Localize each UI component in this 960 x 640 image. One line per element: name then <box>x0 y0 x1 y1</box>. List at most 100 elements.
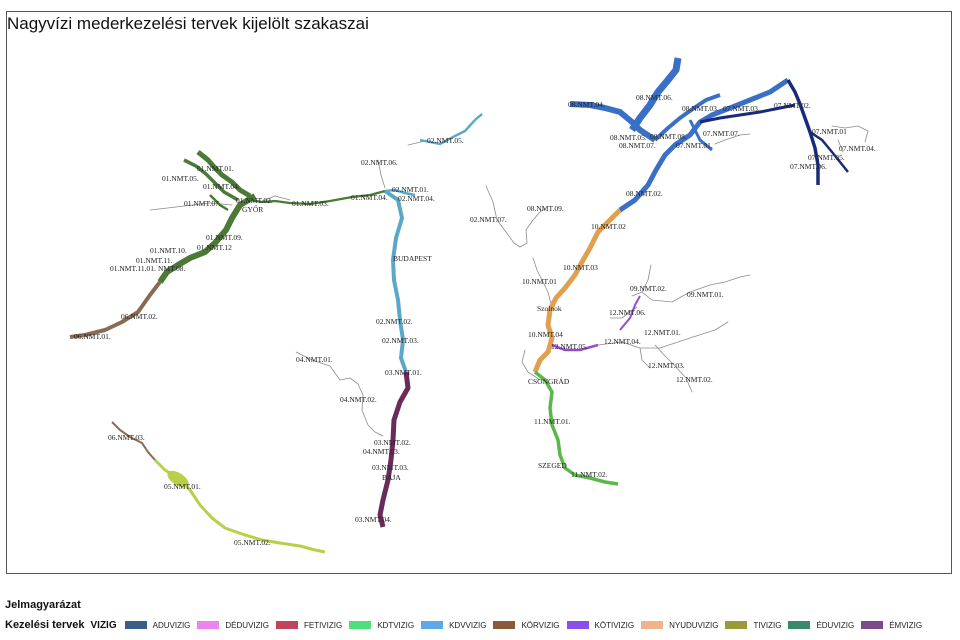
label-01-nmt-11-01: 01.NMT.11.01. <box>110 264 156 273</box>
legend-swatch <box>421 621 444 629</box>
label-01-nmt-05: 01.NMT.05. <box>162 174 199 183</box>
section-bodrog <box>699 103 796 124</box>
legend-swatch <box>124 621 147 629</box>
atikovizig-sections <box>533 370 619 486</box>
label-07-nmt-06: 07.NMT.06. <box>790 162 827 171</box>
label-08-nmt-06: 08.NMT.06. <box>636 93 673 102</box>
label-03-nmt-03: 03.NMT.03. <box>372 463 409 472</box>
label-01-nmt-09: 01.NMT.09. <box>206 233 243 242</box>
section-aduvizig <box>377 371 411 528</box>
kotivizig-sections <box>532 208 622 373</box>
label-02-nmt-05: 02.NMT.05. <box>427 136 464 145</box>
label-06-nmt-03: 06.NMT.03. <box>108 433 145 442</box>
label-budapest: BUDAPEST <box>393 254 432 263</box>
section-eduvizig-branches <box>196 150 252 199</box>
bodrog-sections <box>699 79 849 185</box>
legend-title: Jelmagyarázat <box>5 599 81 611</box>
label-07-nmt-02: 07.NMT.02. <box>774 101 811 110</box>
label-10-nmt-03: 10.NMT.03 <box>563 263 598 272</box>
section-eduvizig-upstream <box>209 194 229 212</box>
label-03-nmt-04: 03.NMT.04. <box>355 515 392 524</box>
legend-item: KDTVIZIG <box>349 621 414 630</box>
section-upper-tisza-sajo <box>688 119 713 152</box>
label-12-nmt-05: 12.NMT.05. <box>551 342 588 351</box>
label-07-nmt-07: 07.NMT.07. <box>703 129 740 138</box>
legend-swatch <box>725 621 748 629</box>
section-kotivizig-main <box>532 208 622 373</box>
label-04-nmt-01: 04.NMT.01. <box>296 355 333 364</box>
section-kdvvizig-top <box>419 113 483 146</box>
label-10-nmt-02: 10.NMT.02 <box>591 222 626 231</box>
label-08-nmt-03: 08.NMT.03. <box>682 104 719 113</box>
eduvizig-sections <box>157 150 386 284</box>
legend-item: FETIVIZIG <box>275 620 343 630</box>
section-hernad-east <box>809 130 849 173</box>
legend-item-label: ÉMVIZIG <box>889 620 923 630</box>
label-11-nmt-01: 11.NMT.01. <box>534 417 571 426</box>
label-07-nmt-03: 07.NMT.03. <box>723 104 760 113</box>
label-06-nmt-02: 06.NMT.02. <box>121 312 158 321</box>
label-08-nmt-09: 08.NMT.09. <box>527 204 564 213</box>
label-05-nmt-02: 05.NMT.02. <box>234 538 271 547</box>
legend: Kezelési tervek VIZIG ADUVIZIG DÉDUVIZIG… <box>5 617 929 633</box>
label-01-nmt-04b: 01.NMT.04. <box>351 193 388 202</box>
label-02-nmt-02: 02.NMT.02. <box>376 317 413 326</box>
legend-item-label: KDTVIZIG <box>377 620 415 630</box>
legend-item: TIVIZIG <box>725 621 781 630</box>
label-02-nmt-03: 02.NMT.03. <box>382 336 419 345</box>
section-kdvvizig-main <box>383 189 408 373</box>
section-fetivizig-upper <box>619 295 641 331</box>
section-upper-tisza-west <box>569 101 657 143</box>
legend-swatch <box>275 621 298 629</box>
section-upper-tisza-mid <box>653 93 721 142</box>
legend-swatch <box>788 621 811 629</box>
section-hernad <box>786 79 820 185</box>
legend-swatch <box>861 621 884 629</box>
label-11-nmt-02: 11.NMT.02. <box>571 470 608 479</box>
label-06-nmt-01: 06.NMT.01. <box>74 332 111 341</box>
legend-swatch <box>566 621 589 629</box>
label-12-nmt-01: 12.NMT.01. <box>644 328 681 337</box>
label-01-nmt-08: NMT.08. <box>158 264 185 273</box>
label-csongrad: CSONGRÁD <box>528 376 570 386</box>
label-02-nmt-04: 02.NMT.04. <box>398 194 435 203</box>
label-08-nmt-05: 08.NMT.05. <box>610 133 647 142</box>
section-upper-tisza-main <box>618 77 790 213</box>
label-01-nmt-01: 01.NMT.01. <box>197 164 234 173</box>
label-01-nmt-02: 01.NMT.02. <box>236 196 273 205</box>
legend-item: NYUDUVIZIG <box>641 621 718 630</box>
section-upper-tisza-north <box>629 57 682 132</box>
label-01-nmt-04: 01.NMT.04. <box>203 182 240 191</box>
label-12-nmt-03: 12.NMT.03. <box>648 361 685 370</box>
legend-item-label: FETIVIZIG <box>303 620 343 630</box>
legend-item: KÖRVIZIG <box>493 620 560 630</box>
kdvvizig-sections <box>383 113 483 373</box>
label-12-nmt-02: 12.NMT.02. <box>676 375 713 384</box>
label-01-nmt-11: 01.NMT.11. <box>136 256 173 265</box>
section-atikovizig <box>533 370 619 486</box>
label-gyor: GYŐR <box>242 204 263 214</box>
label-04-nmt-03: 04.NMT.03. <box>363 447 400 456</box>
legend-item: ÉDUVIZIG <box>788 621 854 630</box>
section-kdvvizig-bend <box>384 188 416 197</box>
tributary-lines <box>149 125 869 437</box>
label-10-nmt-04: 10.NMT.04 <box>528 330 563 339</box>
section-eduvizig-main <box>157 193 257 284</box>
legend-field-label: VIZIG <box>90 619 117 631</box>
label-12-nmt-06: 12.NMT.06. <box>609 308 646 317</box>
label-szolnok: Szolnok <box>537 304 562 313</box>
legend-item: KÖTIVIZIG <box>566 621 634 630</box>
label-07-nmt-05: 07.NMT.05. <box>808 153 845 162</box>
legend-row-label: Kezelési tervek <box>5 619 85 631</box>
legend-item-label: KÖRVIZIG <box>521 620 560 630</box>
label-07-nmt-01b: 07.NMT.01 <box>812 127 847 136</box>
label-04-nmt-02: 04.NMT.02. <box>340 395 377 404</box>
label-02-nmt-01: 02.NMT.01. <box>392 185 429 194</box>
legend-swatch <box>641 621 664 629</box>
label-baja: BAJA <box>382 473 401 482</box>
label-09-nmt-01: 09.NMT.01. <box>687 290 724 299</box>
label-03-nmt-01: 03.NMT.01. <box>385 368 422 377</box>
legend-item: ADUVIZIG <box>124 621 190 630</box>
label-05-nmt-01: 05.NMT.01. <box>164 482 201 491</box>
legend-item-label: ÉDUVIZIG <box>816 620 855 630</box>
